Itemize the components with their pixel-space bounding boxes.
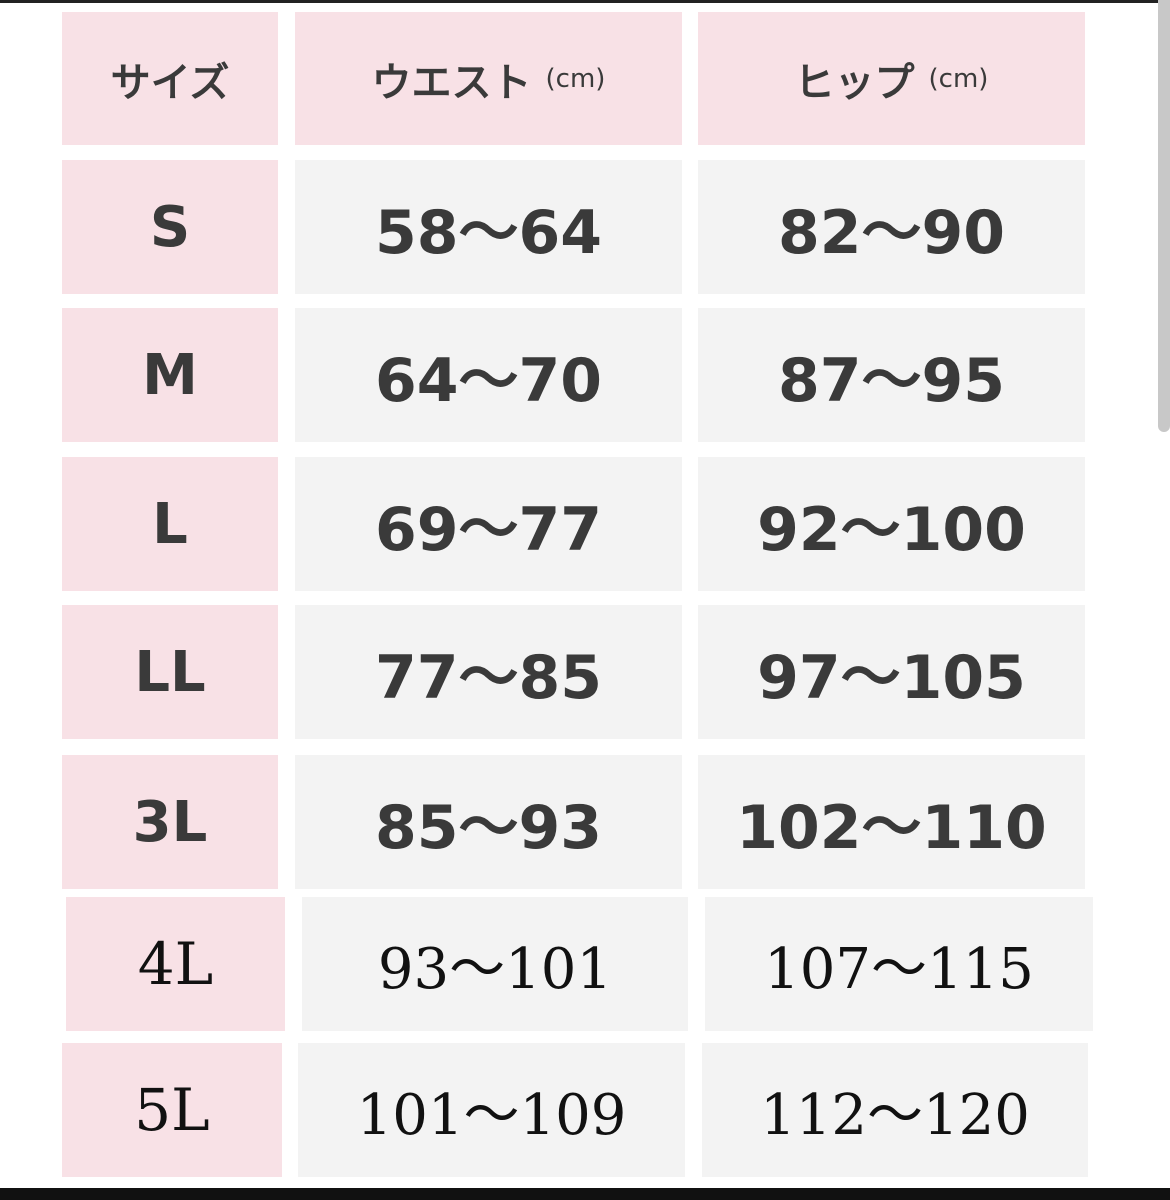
row-LL-hip: 97〜105 (698, 605, 1085, 739)
header-waist-unit: (cm) (545, 63, 606, 94)
hip-value: 82〜90 (778, 197, 1005, 268)
row-L-hip: 92〜100 (698, 457, 1085, 591)
row-S-waist: 58〜64 (295, 160, 682, 294)
header-size: サイズ (62, 12, 278, 145)
header-waist: ウエスト (cm) (295, 12, 682, 145)
waist-value: 93〜101 (377, 936, 613, 1002)
size-value: L (152, 491, 188, 557)
size-value: 5L (134, 1076, 210, 1144)
row-S-size: S (62, 160, 278, 294)
row-L-waist: 69〜77 (295, 457, 682, 591)
hip-value: 87〜95 (778, 345, 1005, 416)
row-LL-waist: 77〜85 (295, 605, 682, 739)
size-value: 3L (132, 789, 208, 855)
header-hip-label: ヒップ (794, 59, 915, 106)
row-LL-size: LL (62, 605, 278, 739)
row-3L-hip: 102〜110 (698, 755, 1085, 889)
row-M-hip: 87〜95 (698, 308, 1085, 442)
hip-value: 92〜100 (757, 494, 1026, 565)
row-4L-hip: 107〜115 (705, 897, 1093, 1031)
waist-value: 101〜109 (356, 1082, 627, 1148)
hip-value: 102〜110 (736, 792, 1047, 863)
row-M-size: M (62, 308, 278, 442)
row-4L-waist: 93〜101 (302, 897, 688, 1031)
hip-value: 107〜115 (764, 936, 1034, 1002)
hip-value: 97〜105 (757, 642, 1026, 713)
row-5L-waist: 101〜109 (298, 1043, 685, 1177)
waist-value: 77〜85 (375, 642, 602, 713)
header-hip: ヒップ (cm) (698, 12, 1085, 145)
row-5L-size: 5L (62, 1043, 282, 1177)
header-size-label: サイズ (110, 59, 230, 106)
row-3L-size: 3L (62, 755, 278, 889)
size-value: 4L (137, 930, 214, 998)
waist-value: 58〜64 (375, 197, 602, 268)
size-value: LL (134, 639, 206, 705)
row-L-size: L (62, 457, 278, 591)
hip-value: 112〜120 (760, 1082, 1030, 1148)
header-waist-label: ウエスト (371, 59, 532, 106)
header-hip-unit: (cm) (928, 63, 989, 94)
row-3L-waist: 85〜93 (295, 755, 682, 889)
row-S-hip: 82〜90 (698, 160, 1085, 294)
waist-value: 85〜93 (375, 792, 602, 863)
scrollbar[interactable] (1158, 0, 1170, 432)
size-value: M (142, 342, 198, 408)
size-value: S (149, 194, 191, 260)
waist-value: 69〜77 (375, 494, 602, 565)
row-5L-hip: 112〜120 (702, 1043, 1088, 1177)
row-4L-size: 4L (66, 897, 285, 1031)
top-border (0, 0, 1160, 3)
row-M-waist: 64〜70 (295, 308, 682, 442)
bottom-border (0, 1188, 1170, 1200)
waist-value: 64〜70 (375, 345, 602, 416)
